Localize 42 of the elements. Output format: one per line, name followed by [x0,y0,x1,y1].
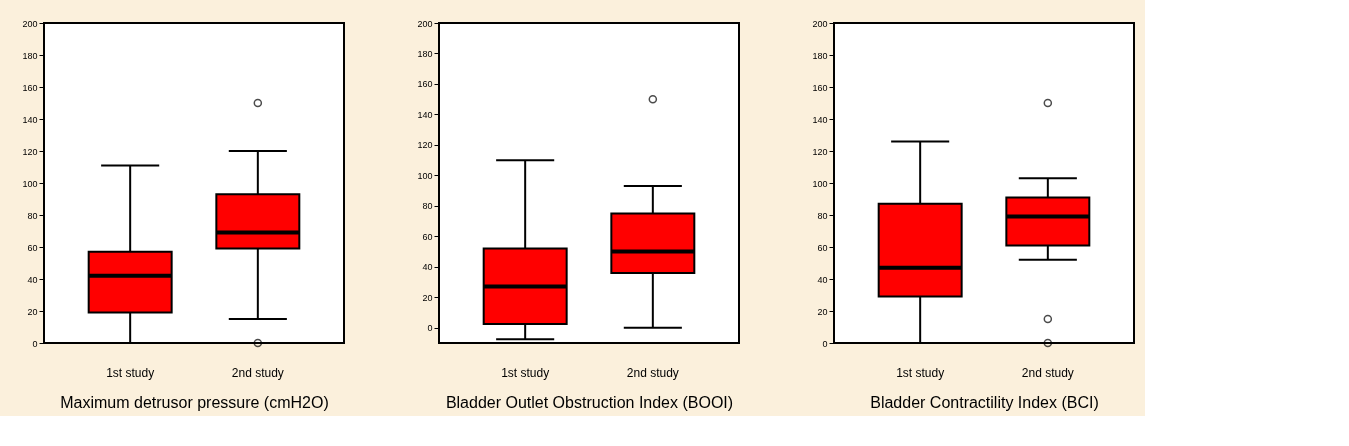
y-tick-label: 180 [22,50,38,61]
x-axis-title: Maximum detrusor pressure (cmH2O) [60,393,329,411]
y-tick-label: 100 [417,170,433,181]
y-tick-label: 20 [817,306,828,317]
x-axis-title: Bladder Outlet Obstruction Index (BOOI) [445,393,734,411]
y-tick-label: 60 [422,231,433,242]
y-tick-label: 80 [817,210,828,221]
y-tick-label: 80 [27,210,38,221]
y-tick-label: 160 [22,82,38,93]
y-tick-label: 0 [32,338,38,349]
x-tick-label: 2nd study [1021,365,1074,380]
y-tick-label: 60 [817,242,828,253]
y-tick-label: 100 [22,178,38,189]
x-tick-label: 1st study [106,365,155,380]
y-tick-label: 20 [27,306,38,317]
x-axis-title: Bladder Contractility Index (BCI) [870,393,1099,411]
x-tick-label: 2nd study [626,365,679,380]
y-tick-label: 40 [27,274,38,285]
y-tick-label: 180 [812,50,828,61]
y-tick-label: 160 [417,79,433,90]
x-tick-label: 1st study [896,365,945,380]
y-tick-label: 200 [812,18,828,29]
y-tick-label: 0 [822,338,828,349]
x-tick-label: 2nd study [231,365,284,380]
y-tick-label: 200 [22,18,38,29]
y-tick-label: 140 [812,114,828,125]
y-tick-label: 40 [817,274,828,285]
y-tick-label: 60 [27,242,38,253]
y-tick-label: 120 [812,146,828,157]
y-tick-label: 140 [417,109,433,120]
y-tick-label: 200 [417,18,433,29]
y-tick-label: 120 [417,140,433,151]
y-tick-label: 80 [422,201,433,212]
y-tick-label: 0 [427,323,433,334]
y-tick-label: 100 [812,178,828,189]
y-tick-label: 40 [422,262,433,273]
y-tick-label: 120 [22,146,38,157]
y-tick-label: 20 [422,292,433,303]
y-tick-label: 180 [417,48,433,59]
x-tick-label: 1st study [501,365,550,380]
y-tick-label: 160 [812,82,828,93]
y-tick-label: 140 [22,114,38,125]
